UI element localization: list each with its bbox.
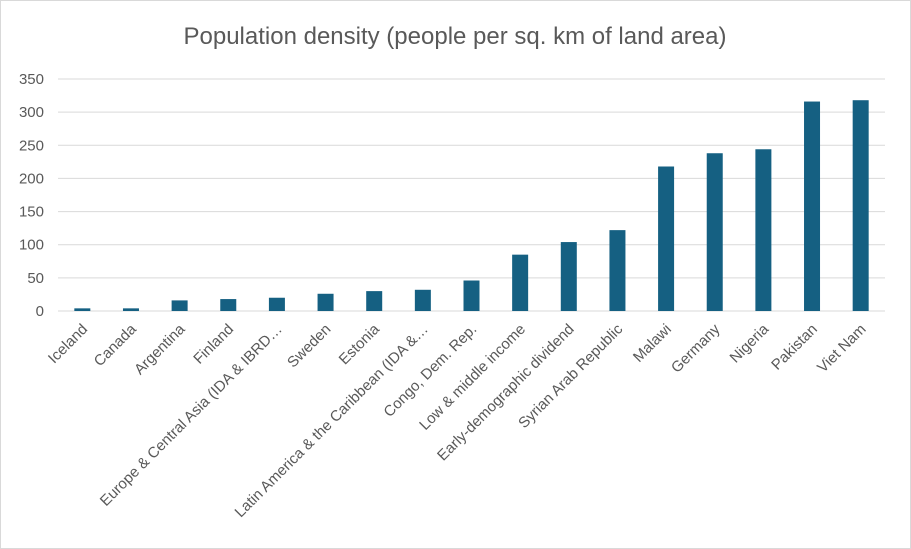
- x-tick-label: Estonia: [336, 320, 384, 368]
- bar: [74, 308, 91, 311]
- y-tick-label: 200: [19, 170, 44, 187]
- bar: [220, 299, 237, 311]
- x-tick-label: Sweden: [284, 321, 334, 371]
- bar: [414, 289, 431, 311]
- x-tick-label: Congo, Dem. Rep.: [380, 321, 480, 421]
- y-tick-label: 100: [19, 237, 44, 254]
- y-tick-label: 250: [19, 137, 44, 154]
- bar: [171, 300, 188, 311]
- x-tick-label: Germany: [668, 320, 724, 376]
- bar: [658, 166, 675, 311]
- x-tick-label: Argentina: [131, 320, 189, 378]
- bar: [609, 230, 626, 311]
- bar: [706, 153, 723, 311]
- x-tick-label: Canada: [91, 320, 141, 370]
- bar: [122, 308, 139, 311]
- y-tick-label: 50: [27, 270, 44, 287]
- x-tick-label: Malawi: [630, 321, 675, 366]
- x-tick-label: Viet Nam: [814, 321, 869, 376]
- bar: [512, 254, 529, 311]
- y-tick-label: 150: [19, 204, 44, 221]
- x-tick-label: Pakistan: [768, 321, 821, 374]
- bar: [366, 291, 383, 311]
- bar: [755, 149, 772, 311]
- x-tick-label: Europe & Central Asia (IDA & IBRD…: [97, 321, 286, 510]
- bar: [804, 101, 821, 311]
- bars: [74, 100, 869, 311]
- bar: [463, 280, 480, 311]
- y-tick-label: 0: [36, 303, 44, 320]
- bar: [268, 297, 285, 311]
- y-axis-ticks: 0 50 100 150 200 250 300 350: [19, 71, 44, 320]
- bar: [560, 242, 577, 311]
- x-tick-label: Iceland: [45, 321, 91, 367]
- y-tick-label: 350: [19, 71, 44, 88]
- gridlines: [58, 78, 885, 312]
- chart-title: Population density (people per sq. km of…: [184, 23, 727, 50]
- x-tick-label: Finland: [190, 321, 237, 368]
- y-tick-label: 300: [19, 104, 44, 121]
- bar: [317, 293, 334, 311]
- bar: [852, 100, 869, 311]
- x-tick-label: Nigeria: [727, 320, 773, 366]
